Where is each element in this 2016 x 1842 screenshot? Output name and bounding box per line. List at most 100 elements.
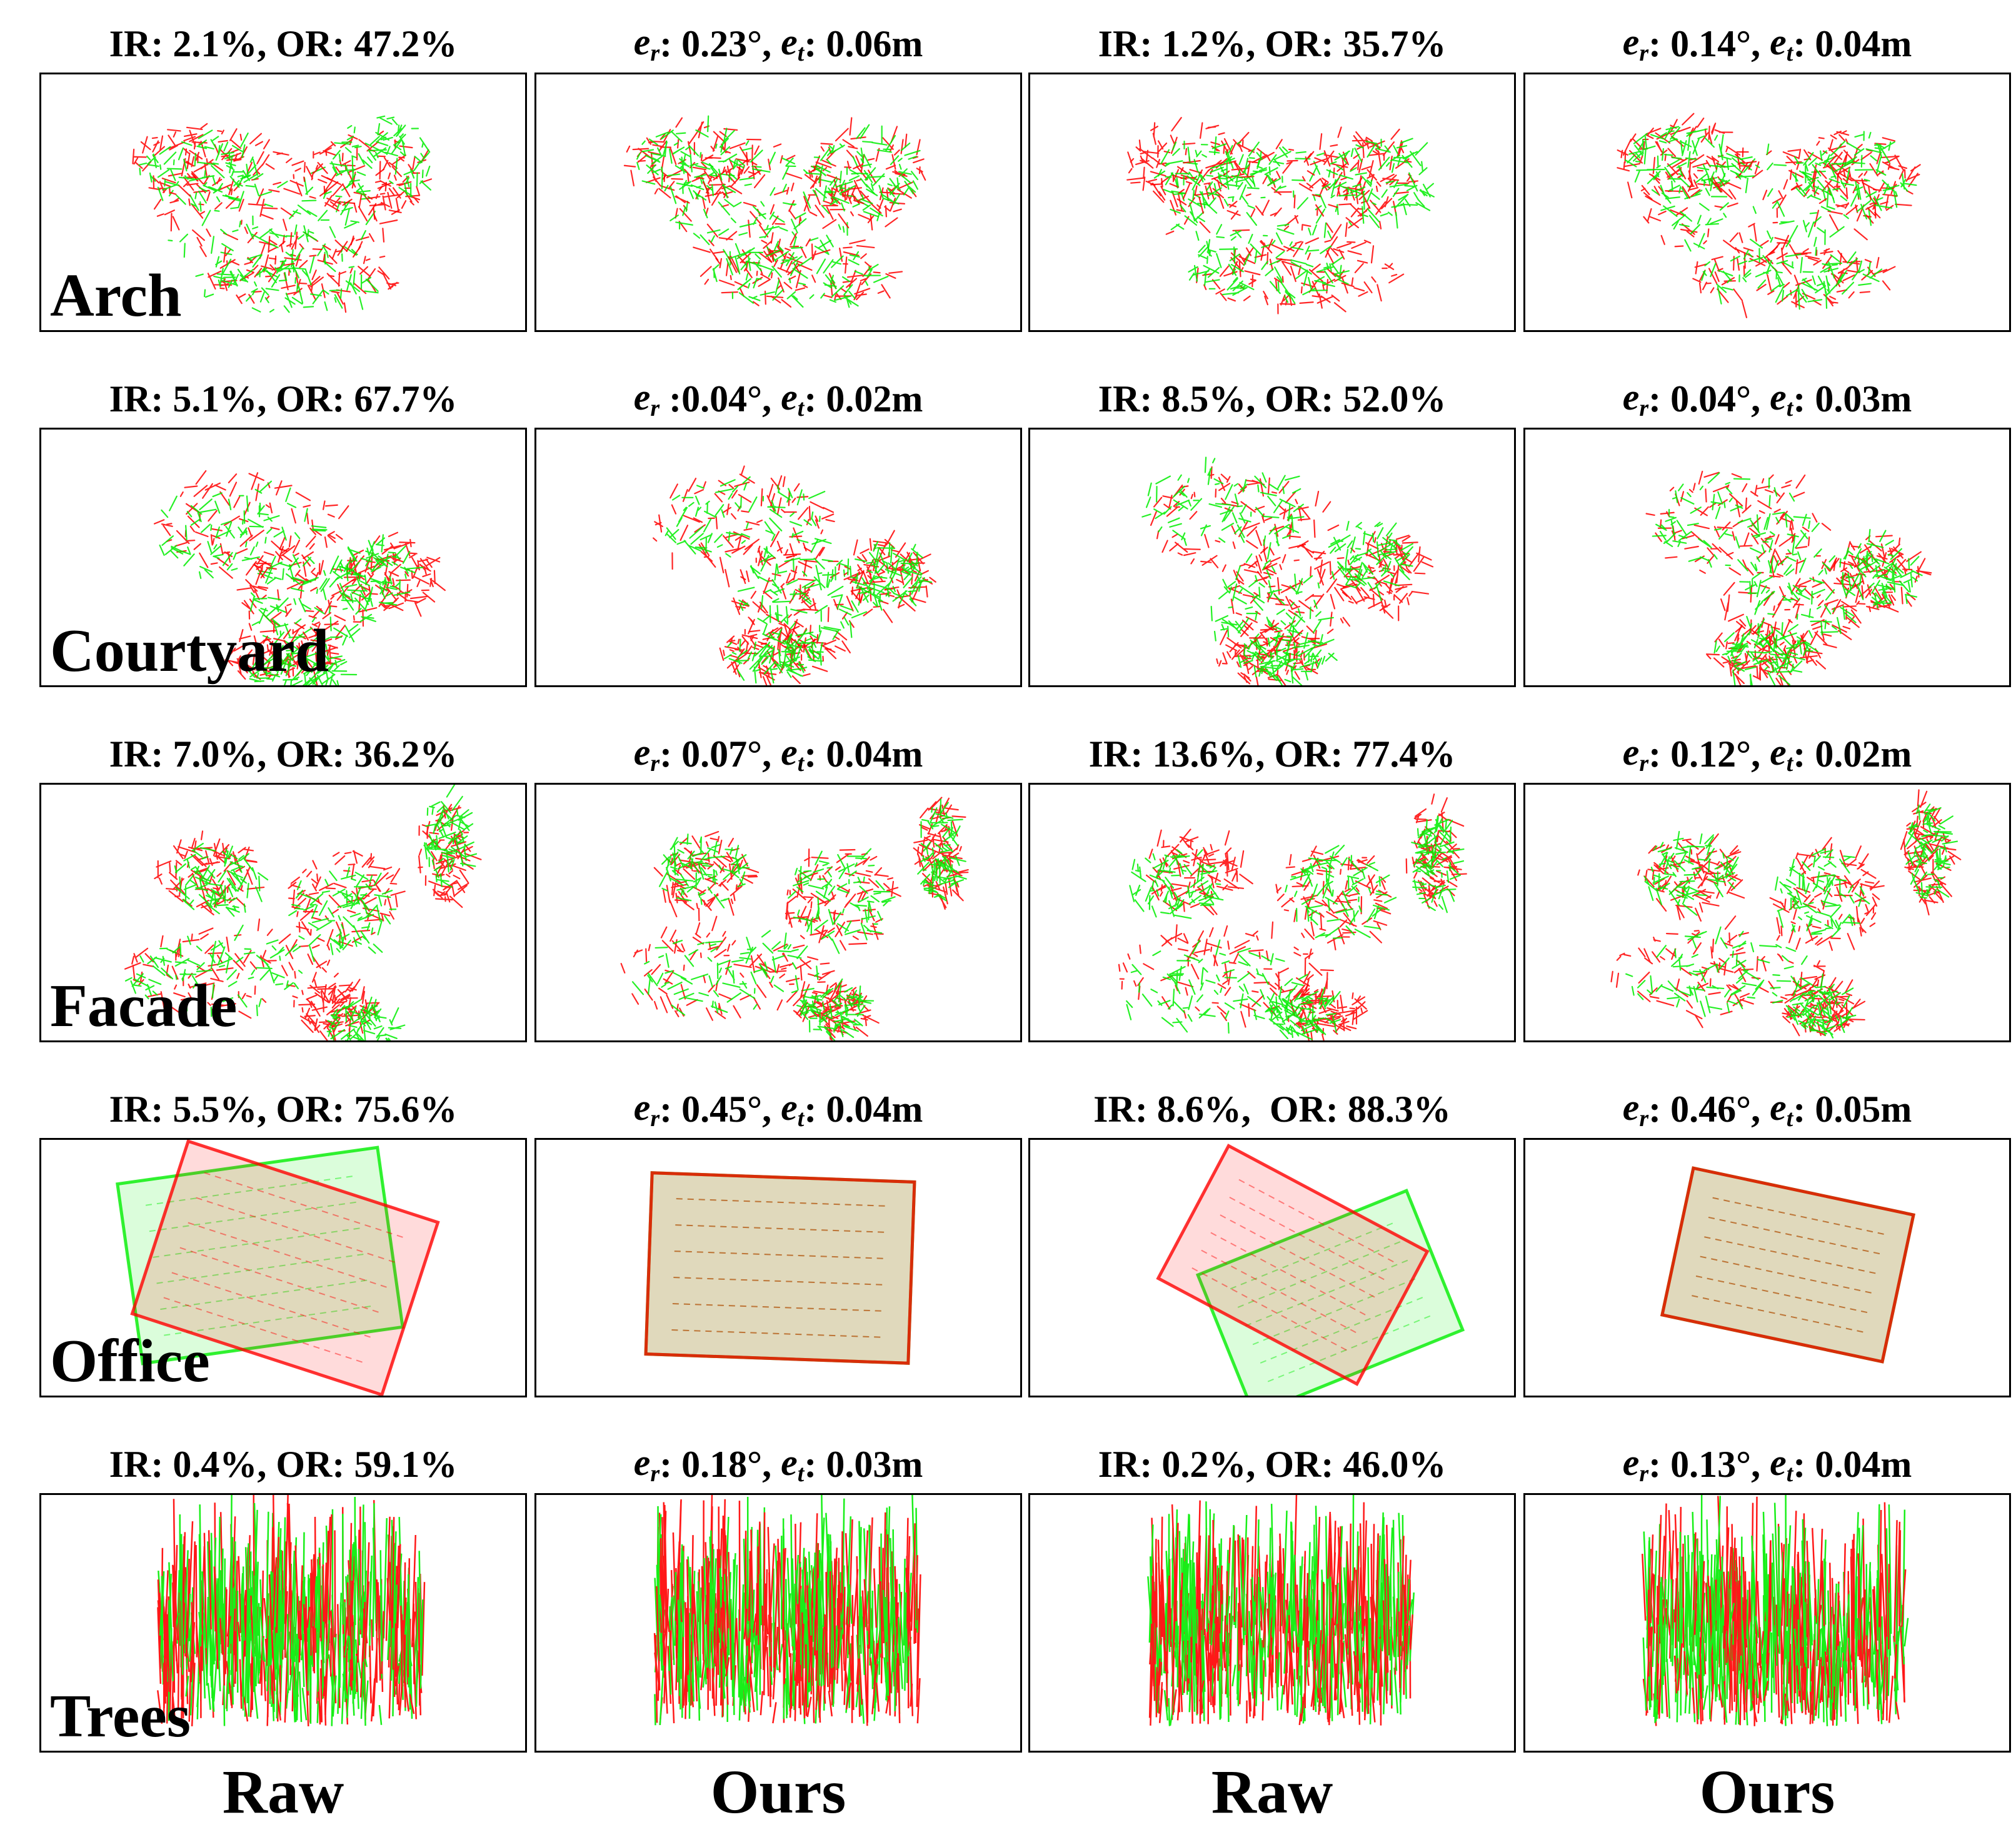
scene-label: Courtyard bbox=[50, 617, 329, 685]
target-cluster bbox=[1411, 815, 1465, 913]
scene-label: Facade bbox=[50, 972, 238, 1040]
target-cluster bbox=[326, 996, 406, 1040]
panel-caption: er: 0.14°, et: 0.04m bbox=[1523, 19, 2011, 69]
forest-clouds bbox=[157, 1495, 426, 1727]
panel-caption: er: 0.18°, et: 0.03m bbox=[534, 1439, 1022, 1489]
rotation-error-value: 0.12° bbox=[1670, 733, 1752, 775]
target-cluster bbox=[1795, 131, 1917, 219]
point-cloud-panel bbox=[1523, 428, 2011, 687]
rotation-error-colon: : bbox=[659, 378, 682, 420]
source-cluster bbox=[1769, 837, 1885, 951]
target-cluster bbox=[1188, 233, 1350, 304]
scene-label: Arch bbox=[50, 262, 182, 330]
target-cluster bbox=[664, 476, 832, 579]
target-cluster bbox=[423, 785, 478, 888]
panel-caption: IR: 0.2%, OR: 46.0% bbox=[1028, 1439, 1516, 1489]
forest-clouds bbox=[1642, 1495, 1909, 1726]
translation-error-subscript: t bbox=[1786, 1105, 1793, 1132]
or-value: 47.2% bbox=[354, 23, 458, 64]
translation-error-value: 0.02m bbox=[1815, 733, 1912, 775]
target-cluster bbox=[1129, 848, 1224, 919]
translation-error-symbol: et bbox=[1770, 732, 1793, 777]
ir-label: IR: bbox=[1088, 733, 1153, 775]
ir-label: IR: bbox=[1098, 23, 1162, 64]
rotation-error-value: 0.23° bbox=[681, 23, 763, 64]
panel-caption: er: 0.23°, et: 0.06m bbox=[534, 19, 1022, 69]
point-cloud-panel bbox=[1028, 1493, 1516, 1753]
rotation-error-symbol: er bbox=[633, 21, 660, 66]
translation-error-subscript: t bbox=[1786, 1461, 1793, 1487]
point-cloud-render bbox=[1645, 470, 1932, 685]
rotation-error-symbol: er bbox=[1622, 21, 1649, 66]
point-cloud-render bbox=[1660, 1166, 1915, 1364]
target-cluster bbox=[636, 115, 771, 204]
target-cluster bbox=[631, 930, 820, 1016]
scene-label: Office bbox=[50, 1327, 210, 1395]
source-cluster bbox=[153, 139, 402, 265]
target-cluster bbox=[249, 556, 376, 663]
ir-label: IR: bbox=[109, 23, 173, 64]
target-cluster bbox=[168, 166, 376, 278]
target-cluster bbox=[159, 480, 328, 583]
target-cluster bbox=[138, 129, 264, 212]
target-cluster bbox=[712, 236, 889, 308]
translation-error-symbol: et bbox=[1770, 376, 1793, 421]
target-cluster bbox=[124, 924, 303, 1017]
translation-error-subscript: t bbox=[797, 1105, 805, 1132]
target-cluster bbox=[174, 842, 269, 917]
ir-value: 13.6% bbox=[1152, 733, 1256, 775]
translation-error-value: 0.05m bbox=[1815, 1088, 1912, 1130]
point-cloud-render bbox=[653, 465, 936, 685]
source-cluster bbox=[913, 797, 969, 910]
column-label: Ours bbox=[1699, 1757, 1835, 1826]
ir-label: IR: bbox=[1098, 378, 1162, 420]
translation-error-colon: : bbox=[1793, 1443, 1815, 1485]
panel-caption: er: 0.04°, et: 0.03m bbox=[1523, 374, 2011, 424]
target-cluster bbox=[1713, 618, 1819, 685]
rotation-error-symbol: er bbox=[1622, 1087, 1649, 1132]
source-room-cloud bbox=[1660, 1166, 1915, 1364]
panel-caption: IR: 2.1%, OR: 47.2% bbox=[39, 19, 527, 69]
translation-error-colon: : bbox=[1793, 378, 1815, 420]
target-cluster bbox=[329, 115, 432, 198]
target-cluster bbox=[805, 124, 921, 218]
target-cluster bbox=[1237, 625, 1338, 685]
source-room-cloud bbox=[644, 1171, 916, 1365]
ir-value: 8.5% bbox=[1161, 378, 1246, 420]
panel-caption: IR: 8.5%, OR: 52.0% bbox=[1028, 374, 1516, 424]
translation-error-symbol: et bbox=[781, 21, 805, 66]
target-cluster bbox=[1153, 136, 1281, 209]
rotation-error-subscript: r bbox=[1639, 1105, 1649, 1132]
point-cloud-panel bbox=[1523, 73, 2011, 332]
target-cluster bbox=[724, 623, 824, 684]
or-label: , OR: bbox=[1241, 1088, 1348, 1130]
target-cluster bbox=[1652, 472, 1820, 574]
target-cluster bbox=[1905, 803, 1958, 899]
panel-caption: IR: 8.6%, OR: 88.3% bbox=[1028, 1084, 1516, 1134]
or-label: , OR: bbox=[257, 733, 354, 775]
target-cluster bbox=[1785, 974, 1857, 1039]
or-label: , OR: bbox=[1246, 378, 1343, 420]
translation-error-subscript: t bbox=[797, 1461, 805, 1487]
rotation-error-colon: : bbox=[1648, 1443, 1671, 1485]
target-cluster bbox=[1126, 939, 1308, 1034]
point-cloud-render bbox=[153, 470, 446, 685]
or-value: 67.7% bbox=[354, 378, 458, 420]
translation-error-value: 0.04m bbox=[1815, 23, 1912, 64]
rotation-error-value: 0.18° bbox=[681, 1443, 763, 1485]
separator: , bbox=[1751, 378, 1770, 420]
column-label: Raw bbox=[222, 1757, 344, 1826]
panel-caption: IR: 1.2%, OR: 35.7% bbox=[1028, 19, 1516, 69]
rotation-error-subscript: r bbox=[1639, 1461, 1649, 1487]
or-value: 59.1% bbox=[354, 1443, 458, 1485]
ir-value: 0.4% bbox=[173, 1443, 258, 1485]
ir-label: IR: bbox=[1098, 1443, 1162, 1485]
point-cloud-render bbox=[1141, 456, 1434, 685]
target-cluster bbox=[796, 978, 875, 1040]
column-label: Raw bbox=[1211, 1757, 1333, 1826]
rotation-error-value: 0.04° bbox=[681, 378, 763, 420]
translation-error-subscript: t bbox=[1786, 750, 1793, 777]
translation-error-symbol: et bbox=[781, 376, 805, 421]
point-cloud-panel: Trees bbox=[39, 1493, 527, 1753]
target-room-cloud bbox=[116, 1145, 404, 1366]
